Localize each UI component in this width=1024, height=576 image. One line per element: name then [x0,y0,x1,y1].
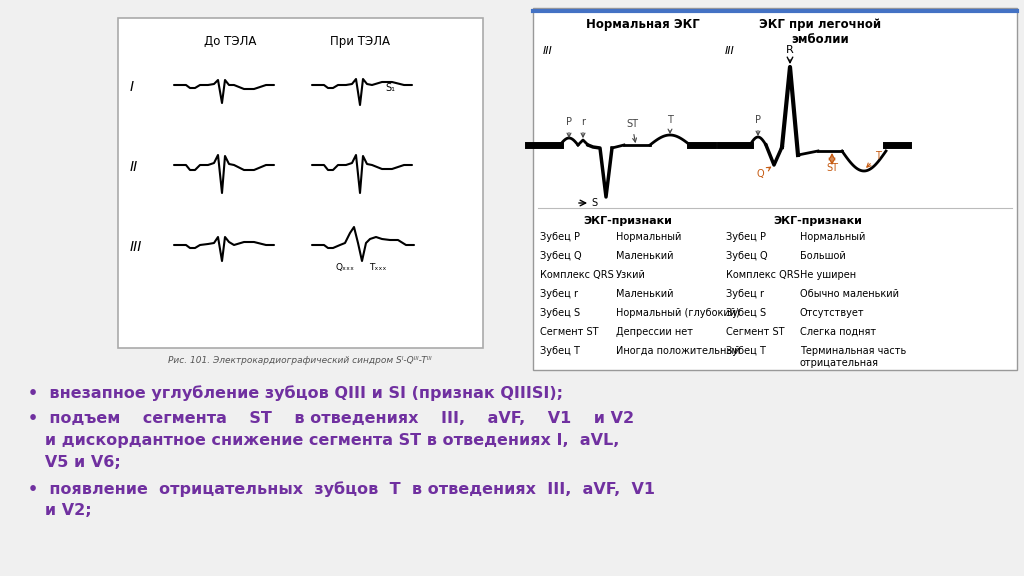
Text: •  внезапное углубление зубцов QIII и SI (признак QIIISI);: • внезапное углубление зубцов QIII и SI … [28,385,563,401]
Text: Зубец P: Зубец P [726,232,766,242]
Text: Большой: Большой [800,251,846,261]
Text: До ТЭЛА: До ТЭЛА [204,35,256,48]
Text: Зубец P: Зубец P [540,232,580,242]
Text: Зубец T: Зубец T [726,346,766,356]
Text: Сегмент ST: Сегмент ST [726,327,784,337]
Text: Зубец Q: Зубец Q [726,251,768,261]
Text: Депрессии нет: Депрессии нет [616,327,693,337]
Text: P: P [566,117,572,137]
Text: Комплекс QRS: Комплекс QRS [726,270,800,280]
Text: Иногда положительный: Иногда положительный [616,346,740,356]
Text: R: R [786,45,794,55]
Text: Узкий: Узкий [616,270,646,280]
Text: ST: ST [826,163,838,173]
Text: Рис. 101. Электрокардиографический синдром Sᴵ-Qᴵᴵᴵ-Tᴵᴵᴵ: Рис. 101. Электрокардиографический синдр… [168,356,432,365]
Text: III: III [725,46,735,56]
Text: Tₓₓₓ: Tₓₓₓ [370,263,387,272]
Text: Комплекс QRS: Комплекс QRS [540,270,613,280]
Text: Q: Q [756,167,771,179]
Text: •  появление  отрицательных  зубцов  T  в отведениях  III,  aVF,  V1: • появление отрицательных зубцов T в отв… [28,481,655,497]
Text: Зубец r: Зубец r [726,289,764,299]
Text: S: S [591,198,597,208]
Text: Qₓₓₓ: Qₓₓₓ [336,263,354,272]
Text: Зубец S: Зубец S [726,308,766,318]
Text: II: II [130,160,138,174]
Text: III: III [543,46,553,56]
Text: Нормальный: Нормальный [616,232,681,242]
Text: T: T [667,115,673,133]
Text: Слегка поднят: Слегка поднят [800,327,877,337]
Text: T: T [867,151,881,167]
Text: и дискордантное снижение сегмента ST в отведениях I,  aVL,: и дискордантное снижение сегмента ST в о… [28,433,620,448]
Text: ЭКГ-признаки: ЭКГ-признаки [584,216,673,226]
Bar [534,8,1017,370]
Text: При ТЭЛА: При ТЭЛА [330,35,390,48]
Text: Зубец Q: Зубец Q [540,251,582,261]
Text: S₁: S₁ [385,83,395,93]
Text: Зубец S: Зубец S [540,308,581,318]
Text: Обычно маленький: Обычно маленький [800,289,899,299]
Text: ЭКГ-признаки: ЭКГ-признаки [773,216,862,226]
Text: V5 и V6;: V5 и V6; [28,455,121,470]
Text: Нормальная ЭКГ: Нормальная ЭКГ [586,18,699,31]
Text: ST: ST [626,119,638,142]
Text: Зубец r: Зубец r [540,289,578,299]
Text: •  подъем    сегмента    ST    в отведениях    III,    aVF,    V1    и V2: • подъем сегмента ST в отведениях III, a… [28,411,634,426]
Text: I: I [130,80,134,94]
Text: P: P [755,115,761,135]
Text: Не уширен: Не уширен [800,270,856,280]
Text: Маленький: Маленький [616,251,674,261]
Text: Нормальный: Нормальный [800,232,865,242]
Text: ЭКГ при легочной
эмболии: ЭКГ при легочной эмболии [759,18,881,46]
Text: Терминальная часть
отрицательная: Терминальная часть отрицательная [800,346,906,367]
Text: Маленький: Маленький [616,289,674,299]
Text: III: III [130,240,142,254]
Text: Зубец T: Зубец T [540,346,580,356]
Text: и V2;: и V2; [28,503,91,518]
Text: r: r [581,117,585,137]
Text: Нормальный (глубокий): Нормальный (глубокий) [616,308,740,318]
Bar [118,18,483,348]
Text: Сегмент ST: Сегмент ST [540,327,598,337]
Text: Отсутствует: Отсутствует [800,308,864,318]
